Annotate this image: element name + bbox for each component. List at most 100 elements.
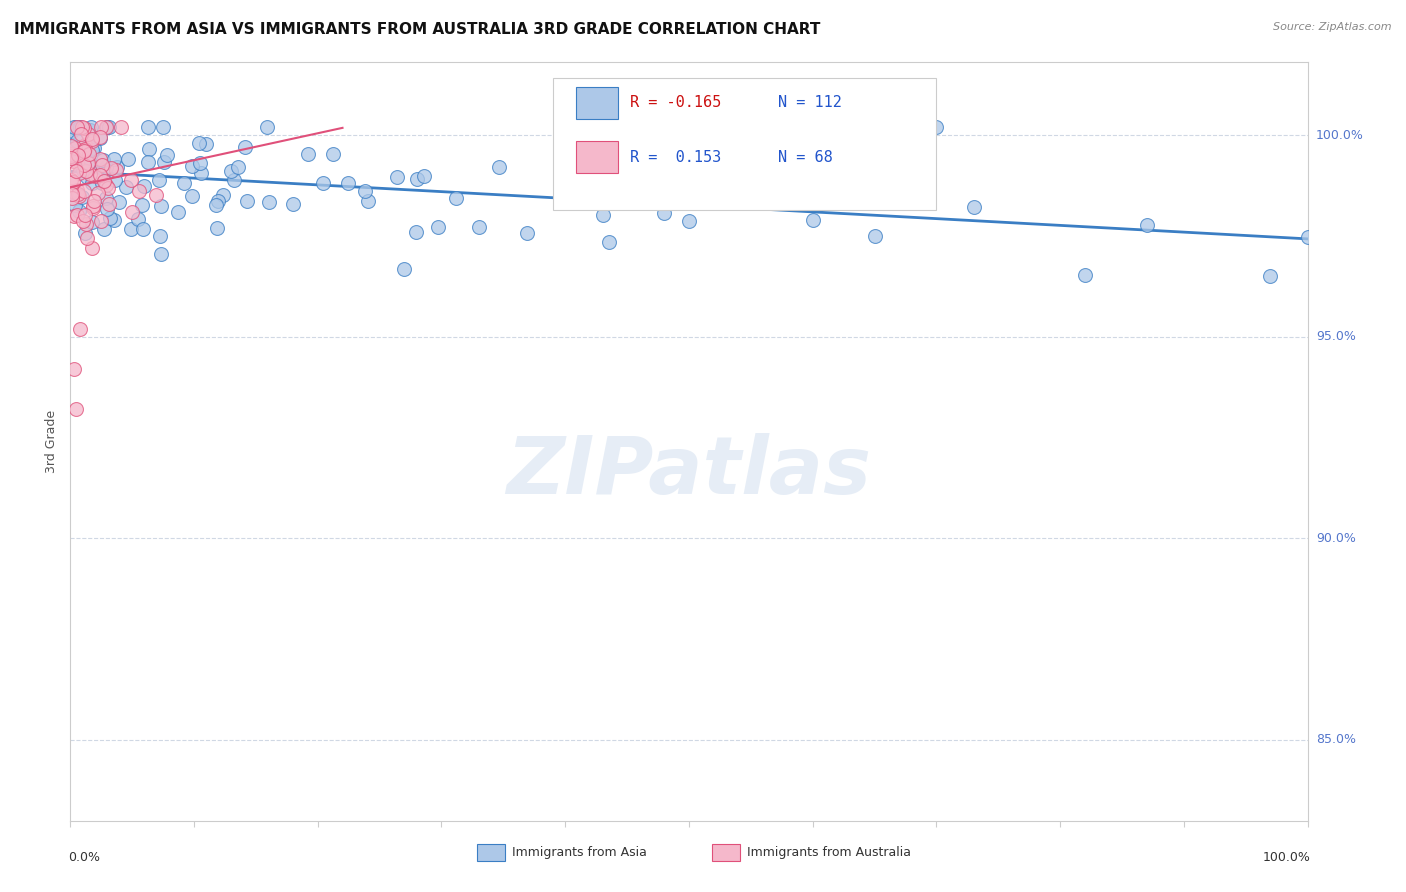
- Point: [70, 120, 93, 134]
- Point: [211, 188, 233, 202]
- Point: [84, 169, 107, 184]
- Point: [103, 152, 125, 166]
- Point: [76, 231, 98, 245]
- Point: [205, 220, 228, 235]
- Point: [98, 211, 121, 226]
- Point: [89, 129, 111, 144]
- Point: [406, 172, 429, 186]
- Point: [444, 191, 467, 205]
- Point: [73, 144, 96, 158]
- Point: [592, 208, 614, 222]
- Point: [69, 203, 91, 218]
- Text: R = -0.165: R = -0.165: [630, 95, 721, 110]
- Point: [150, 199, 173, 213]
- Point: [128, 184, 150, 198]
- Point: [66, 150, 89, 164]
- Point: [93, 174, 115, 188]
- Point: [108, 195, 131, 210]
- Text: 100.0%: 100.0%: [1316, 128, 1364, 142]
- Point: [60, 187, 83, 202]
- Text: 100.0%: 100.0%: [1263, 851, 1310, 864]
- Point: [73, 158, 96, 172]
- Point: [516, 226, 538, 240]
- Point: [90, 120, 112, 134]
- Point: [83, 141, 105, 155]
- Point: [283, 196, 305, 211]
- Text: Immigrants from Australia: Immigrants from Australia: [747, 846, 911, 859]
- Y-axis label: 3rd Grade: 3rd Grade: [45, 410, 59, 473]
- Point: [104, 162, 127, 177]
- Text: IMMIGRANTS FROM ASIA VS IMMIGRANTS FROM AUSTRALIA 3RD GRADE CORRELATION CHART: IMMIGRANTS FROM ASIA VS IMMIGRANTS FROM …: [14, 22, 821, 37]
- Point: [60, 149, 83, 163]
- Point: [120, 173, 142, 187]
- Point: [180, 159, 202, 173]
- Point: [100, 161, 122, 175]
- Point: [616, 171, 638, 186]
- Point: [94, 178, 117, 192]
- Point: [222, 173, 245, 187]
- Point: [1074, 268, 1097, 282]
- Point: [188, 155, 211, 169]
- Point: [336, 176, 359, 190]
- Point: [65, 402, 87, 417]
- Point: [80, 143, 103, 157]
- Point: [678, 213, 700, 227]
- Point: [413, 169, 436, 183]
- Point: [669, 165, 692, 179]
- Point: [322, 147, 344, 161]
- Point: [66, 148, 89, 162]
- Point: [75, 226, 97, 240]
- Text: ZIPatlas: ZIPatlas: [506, 433, 872, 511]
- Point: [1296, 229, 1319, 244]
- FancyBboxPatch shape: [713, 844, 740, 861]
- FancyBboxPatch shape: [576, 141, 619, 173]
- Point: [153, 155, 176, 169]
- Point: [59, 151, 82, 165]
- Point: [63, 197, 86, 211]
- Point: [62, 175, 84, 189]
- Point: [120, 221, 142, 235]
- FancyBboxPatch shape: [576, 87, 619, 119]
- Point: [132, 178, 155, 193]
- Point: [93, 162, 115, 177]
- Point: [205, 198, 228, 212]
- Point: [148, 173, 170, 187]
- Point: [89, 130, 111, 145]
- Point: [73, 142, 96, 156]
- Point: [86, 186, 108, 201]
- Point: [96, 191, 118, 205]
- Point: [426, 219, 449, 234]
- Point: [405, 225, 427, 239]
- Point: [598, 235, 620, 249]
- Point: [79, 158, 101, 172]
- Text: N = 68: N = 68: [778, 150, 832, 165]
- Point: [67, 166, 90, 180]
- Text: 90.0%: 90.0%: [1316, 532, 1355, 545]
- Point: [962, 200, 984, 214]
- Point: [63, 362, 86, 376]
- Point: [138, 142, 160, 156]
- Point: [65, 120, 87, 134]
- FancyBboxPatch shape: [478, 844, 505, 861]
- Point: [1260, 269, 1282, 284]
- Point: [82, 241, 104, 255]
- Point: [77, 127, 100, 141]
- Point: [117, 153, 139, 167]
- Point: [60, 184, 83, 198]
- Point: [801, 213, 824, 227]
- Point: [73, 143, 96, 157]
- Point: [105, 160, 128, 174]
- Text: Source: ZipAtlas.com: Source: ZipAtlas.com: [1274, 22, 1392, 32]
- Point: [145, 188, 167, 202]
- Point: [91, 153, 114, 168]
- Point: [98, 120, 121, 134]
- Point: [131, 198, 153, 212]
- Point: [173, 176, 195, 190]
- Point: [311, 176, 333, 190]
- Point: [75, 217, 97, 231]
- Point: [60, 191, 83, 205]
- Point: [69, 120, 91, 134]
- Point: [226, 161, 249, 175]
- Point: [65, 120, 87, 134]
- FancyBboxPatch shape: [553, 78, 936, 210]
